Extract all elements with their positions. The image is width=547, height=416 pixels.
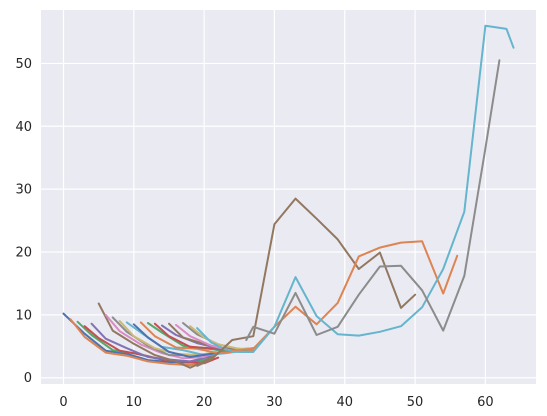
plot-area bbox=[41, 10, 536, 384]
y-tick-label: 0 bbox=[24, 371, 32, 386]
x-tick-label: 10 bbox=[126, 395, 143, 410]
x-tick-label: 20 bbox=[196, 395, 213, 410]
series-lines bbox=[62, 24, 515, 369]
x-tick-label: 30 bbox=[266, 395, 283, 410]
grid-lines bbox=[41, 10, 536, 384]
y-tick-label: 10 bbox=[15, 308, 32, 323]
y-tick-label: 50 bbox=[15, 57, 32, 72]
y-tick-label: 40 bbox=[15, 120, 32, 135]
series-line-2 bbox=[69, 318, 213, 367]
series-line-23 bbox=[231, 24, 515, 353]
series-line-21 bbox=[196, 197, 417, 367]
x-tick-label: 50 bbox=[407, 395, 424, 410]
series-line-24 bbox=[245, 59, 501, 341]
x-tick-label: 60 bbox=[477, 395, 494, 410]
y-tick-label: 20 bbox=[15, 246, 32, 261]
series-line-7 bbox=[104, 313, 220, 360]
x-tick-label: 0 bbox=[59, 395, 67, 410]
x-tick-label: 40 bbox=[336, 395, 353, 410]
tick-labels: 0 10 20 30 40 50 60 0 10 20 30 40 50 bbox=[15, 57, 493, 410]
series-line-5 bbox=[90, 322, 213, 363]
y-tick-label: 30 bbox=[15, 183, 32, 198]
series-line-6 bbox=[97, 302, 220, 369]
